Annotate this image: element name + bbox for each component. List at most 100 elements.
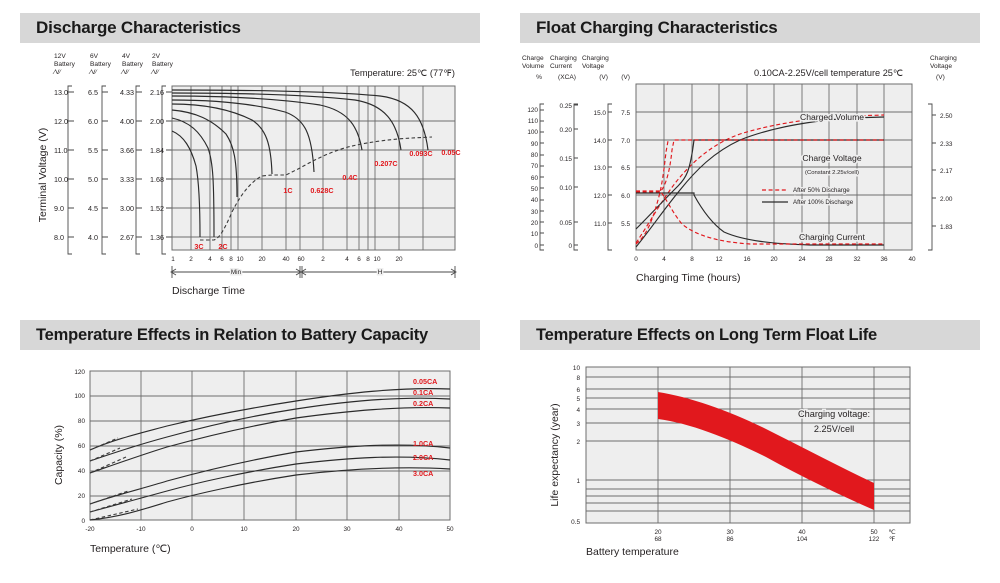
panel-title-floatlife: Temperature Effects on Long Term Float L… — [520, 320, 980, 350]
float-scale-charge-volume: 120 110 100 90 80 70 60 50 40 30 20 10 0 — [527, 103, 544, 251]
cc-tick-5: 0 — [568, 243, 572, 250]
cap-xtick-7: 50 — [446, 526, 454, 533]
fl-ytick-2: 2 — [576, 439, 580, 446]
cellv-tick-4: 5.5 — [621, 221, 630, 228]
float-xtick-4: 16 — [743, 256, 751, 263]
fl-xtick-f-2: 104 — [797, 536, 808, 543]
fl-xtick-f-0: 68 — [654, 536, 662, 543]
fl-ytick-8: 8 — [576, 375, 580, 382]
float-xtick-3: 12 — [715, 256, 723, 263]
xtick-min-8: 60 — [297, 256, 305, 263]
cap-ytick-2: 40 — [78, 468, 86, 475]
float-unit-cvolt: (V) — [599, 74, 608, 81]
cap-xtick-0: -20 — [85, 526, 95, 533]
capacity-y-axis-title: Capacity (%) — [53, 425, 65, 485]
discharge-temp-annotation: Temperature: 25℃ (77℉) — [350, 68, 455, 78]
curve-label-0628c: 0.628C — [310, 186, 333, 195]
xtick-h-1: 4 — [345, 256, 349, 263]
float-curves — [635, 114, 885, 248]
floatlife-band — [658, 392, 874, 510]
capacity-y-ticks: 0 20 40 60 80 100 120 — [74, 369, 85, 525]
float-head-cc-1: Current — [550, 63, 572, 70]
tick-12v-1: 12.0 — [54, 117, 68, 126]
xtick-h-2: 6 — [357, 256, 361, 263]
axis-head-6v-1: Battery — [90, 61, 112, 68]
tick-12v-5: 8.0 — [54, 233, 64, 242]
cvolt-tick-2: 13.0 — [594, 165, 607, 172]
float-scale-cell-voltage: 7.5 7.0 6.5 6.0 5.5 — [621, 110, 630, 228]
cvolt-tick-4: 11.0 — [594, 221, 606, 228]
float-unit-2v: (V) — [621, 74, 630, 81]
discharge-y-axis-headers: 12V Battery ∕V∕ 6V Battery ∕V∕ 4V Batter… — [52, 53, 174, 76]
cap-label-30ca: 3.0CA — [413, 469, 433, 478]
discharge-x-axis-title: Discharge Time — [172, 285, 245, 297]
cap-xtick-1: -10 — [136, 526, 146, 533]
float-left-axis-headers: Charge Volume % Charging Current (XCA) C… — [522, 55, 630, 81]
tick-4v-2: 3.66 — [120, 146, 134, 155]
axis-head-12v-2: ∕V∕ — [52, 69, 61, 76]
xtick-min-2: 4 — [208, 256, 212, 263]
legend-label-100pct: After 100% Discharge — [793, 199, 854, 206]
panel-title-capacity: Temperature Effects in Relation to Batte… — [20, 320, 480, 350]
xtick-min-4: 8 — [229, 256, 233, 263]
bracket-label-hour: H — [378, 269, 383, 276]
fl-ytick-6: 6 — [576, 387, 580, 394]
float-xtick-8: 32 — [853, 256, 861, 263]
xtick-min-5: 10 — [236, 256, 244, 263]
chart-temperature-vs-capacity: 0 20 40 60 80 100 120 Capacity (%) — [53, 369, 454, 555]
float-annotation: 0.10CA-2.25V/cell temperature 25℃ — [754, 68, 903, 78]
cellv-tick-0: 7.5 — [621, 110, 630, 117]
panel-temperature-capacity: Temperature Effects in Relation to Batte… — [0, 305, 500, 583]
cap-xtick-4: 20 — [292, 526, 300, 533]
axis-head-12v-1: Battery — [54, 61, 76, 68]
discharge-gridlines — [172, 86, 455, 250]
float-x-axis-title: Charging Time (hours) — [636, 272, 740, 284]
curve-label-1c: 1C — [283, 186, 292, 195]
float-head-cv-0: Charge — [522, 55, 544, 62]
axis-head-4v-1: Battery — [122, 61, 144, 68]
xtick-min-0: 1 — [171, 256, 175, 263]
cap-ytick-3: 60 — [78, 443, 86, 450]
tick-12v-0: 13.0 — [54, 88, 68, 97]
chart-temperature-vs-float-life: 10 8 6 5 4 3 2 1 0.5 Life expectancy (ye… — [549, 365, 911, 558]
cap-label-005ca: 0.05CA — [413, 377, 437, 386]
legend-label-50pct: After 50% Discharge — [793, 187, 850, 194]
fl-unit-fahrenheit: ℉ — [889, 536, 895, 543]
cv-tick-7: 50 — [531, 186, 539, 193]
fl-xtick-c-3: 50 — [870, 529, 878, 536]
tick-2v-2: 1.84 — [150, 146, 164, 155]
chart-discharge-characteristics: 12V Battery ∕V∕ 6V Battery ∕V∕ 4V Batter… — [37, 53, 461, 297]
float-scale-charging-voltage: 15.0 14.0 13.0 12.0 11.0 — [594, 103, 612, 251]
cv-tick-4: 80 — [531, 152, 539, 159]
tick-12v-4: 9.0 — [54, 204, 64, 213]
xtick-min-6: 20 — [258, 256, 266, 263]
float-right-axis: Charging Voltage (V) 2.50 2.33 2.17 2.00… — [928, 55, 957, 251]
floatlife-annotation: Charging voltage: 2.25V/cell — [796, 407, 871, 435]
floatlife-annotation-line2: 2.25V/cell — [814, 424, 854, 434]
cap-xtick-6: 40 — [395, 526, 403, 533]
float-right-head-1: Voltage — [930, 63, 952, 70]
cc-tick-3: 0.10 — [560, 185, 573, 192]
axis-head-2v-1: Battery — [152, 61, 174, 68]
tick-6v-1: 6.0 — [88, 117, 98, 126]
float-inline-labels: Charged Volume Charge Voltage (Constant … — [797, 110, 867, 243]
float-legend: After 50% Discharge After 100% Discharge — [762, 186, 855, 208]
cellv-tick-2: 6.5 — [621, 165, 630, 172]
xtick-h-0: 2 — [321, 256, 325, 263]
tick-6v-3: 5.0 — [88, 175, 98, 184]
discharge-y-scales: 13.0 12.0 11.0 10.0 9.0 8.0 6.5 6.0 5.5 … — [54, 85, 172, 255]
float-head-cvolt-0: Charging — [582, 55, 609, 62]
float-scale-charging-current: 0.25 0.20 0.15 0.10 0.05 0 — [560, 103, 578, 251]
bracket-label-min: Min — [231, 269, 242, 276]
panel-title-float: Float Charging Characteristics — [520, 13, 980, 43]
capacity-gridlines — [90, 371, 450, 520]
tick-4v-1: 4.00 — [120, 117, 134, 126]
float-head-cc-0: Charging — [550, 55, 577, 62]
cap-label-20ca: 2.0CA — [413, 453, 433, 462]
xtick-min-3: 6 — [220, 256, 224, 263]
tick-6v-2: 5.5 — [88, 146, 98, 155]
tick-12v-2: 11.0 — [54, 146, 67, 155]
axis-head-2v-0: 2V — [152, 53, 161, 60]
label-charged-volume: Charged Volume — [800, 112, 864, 122]
